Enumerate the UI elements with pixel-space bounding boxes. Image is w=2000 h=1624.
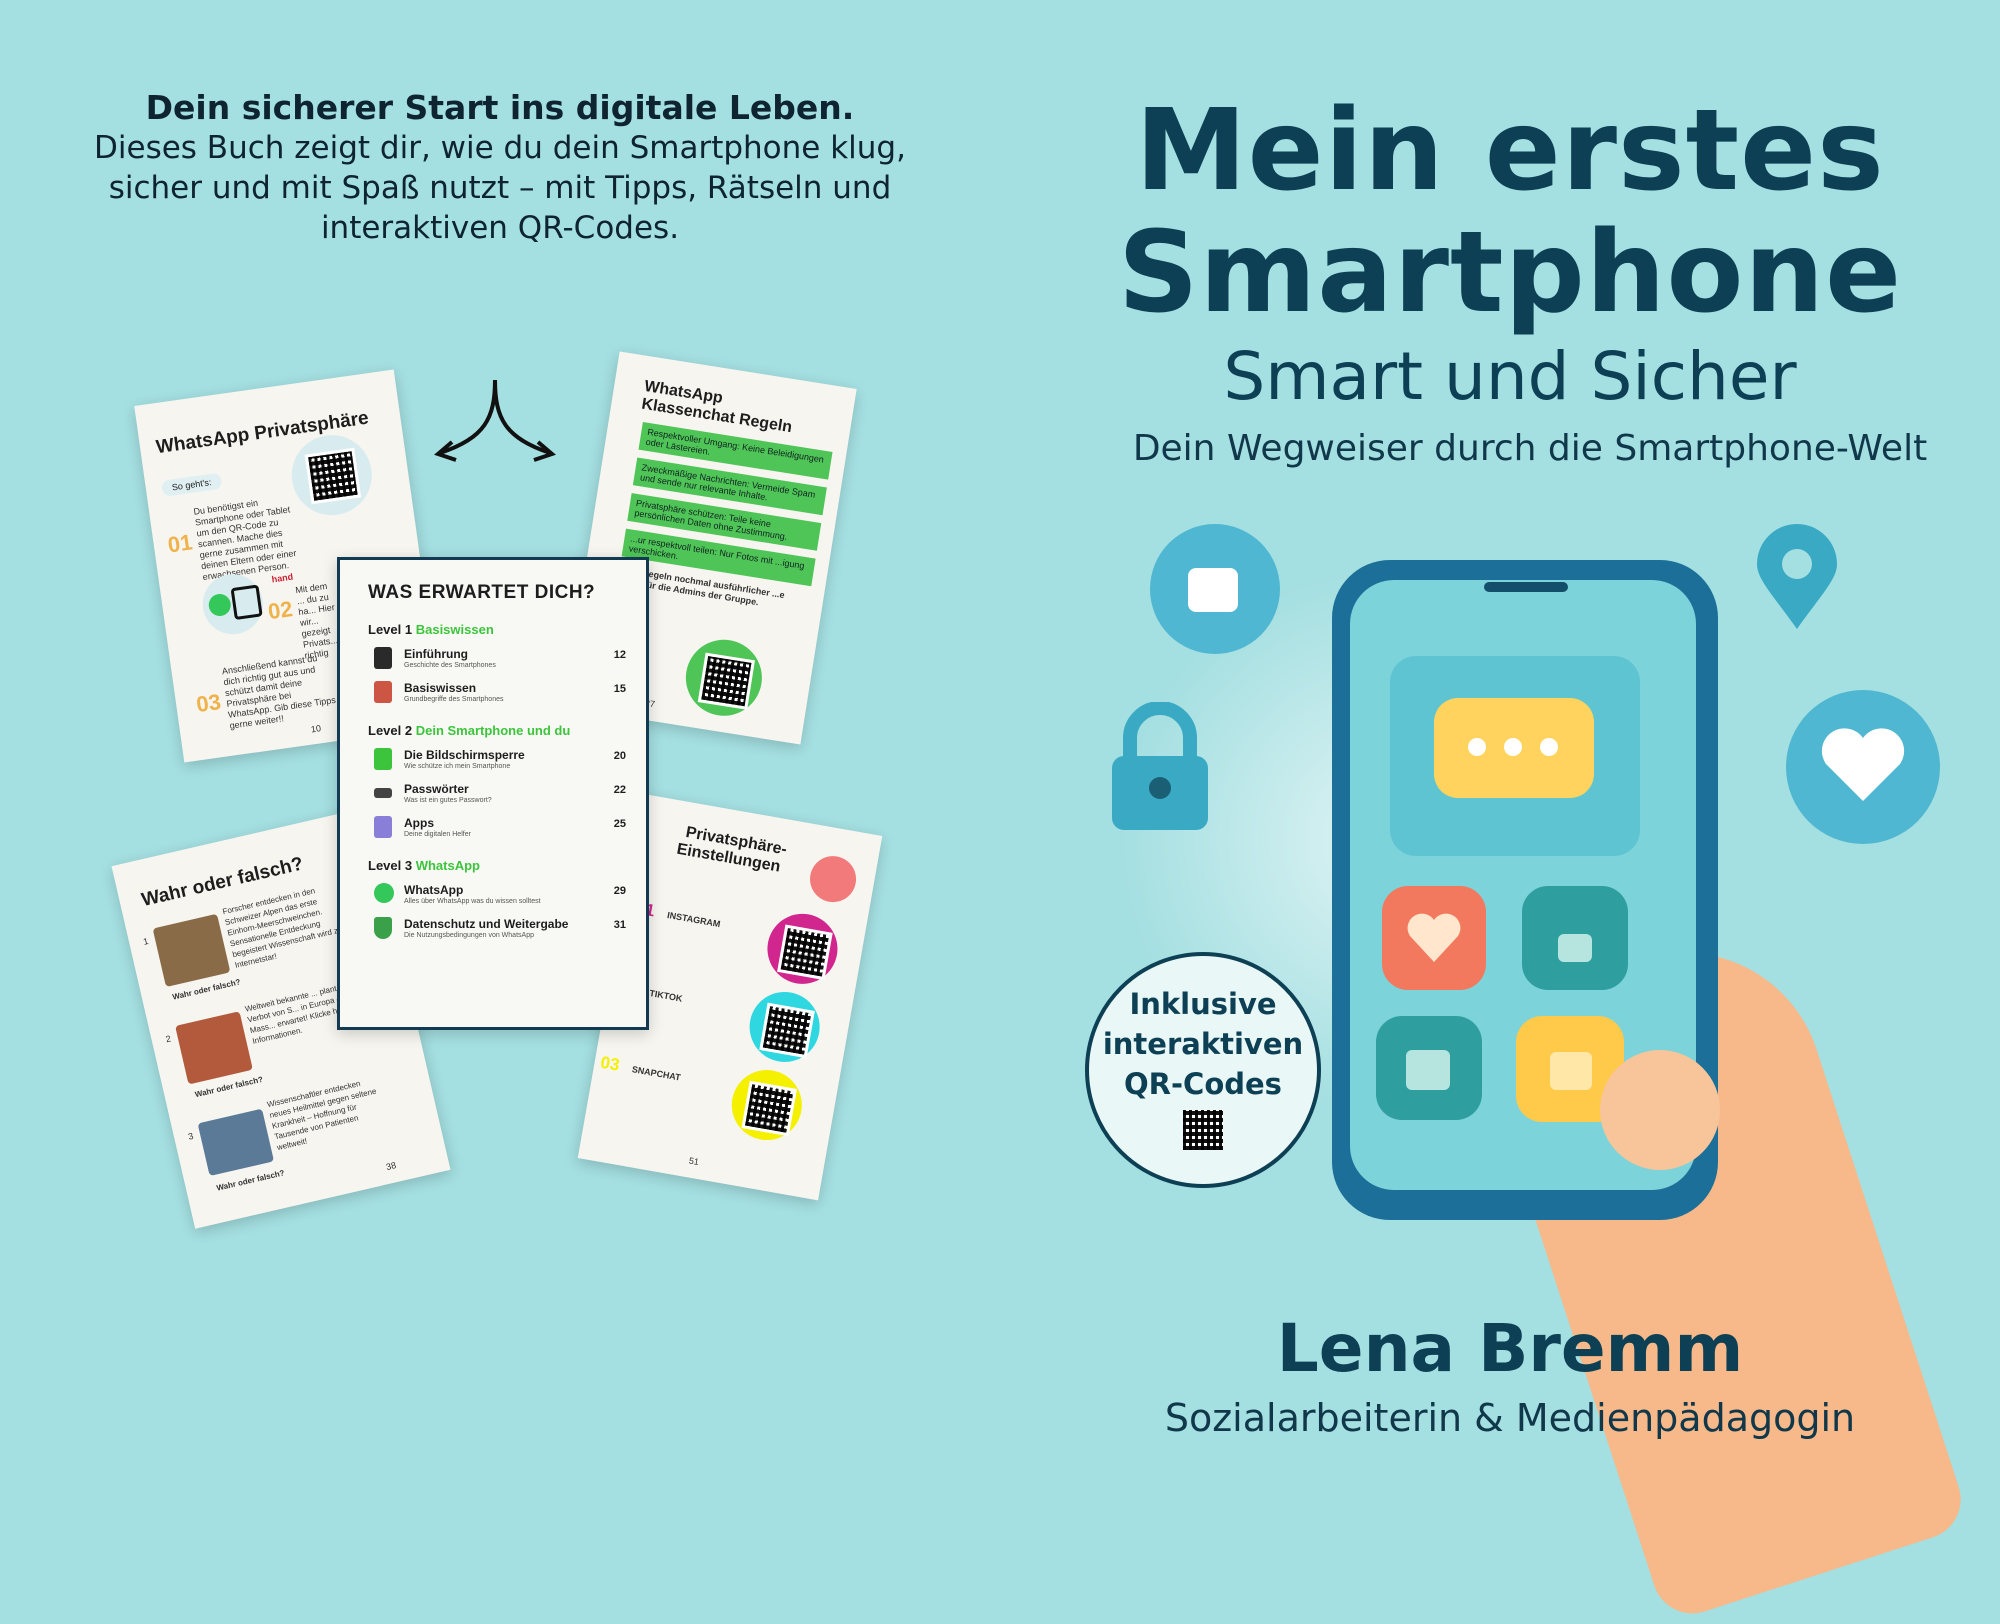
qr-code-icon xyxy=(777,924,833,981)
author-name: Lena Bremm xyxy=(1276,1310,1744,1387)
location-pin-icon xyxy=(1757,524,1837,629)
page-title: WhatsApp Privatsphäre xyxy=(154,407,370,459)
page-number: 10 xyxy=(310,723,322,735)
password-icon xyxy=(374,788,392,798)
author-role: Sozialarbeiterin & Medienpädagogin xyxy=(1164,1396,1856,1440)
step-label: hand xyxy=(271,571,294,585)
qr-code-badge: Inklusive interaktiven QR-Codes xyxy=(1085,952,1321,1188)
toc-entry: Datenschutz und Weitergabe Die Nutzungsbe… xyxy=(368,915,646,949)
qr-circle xyxy=(744,986,826,1068)
step-number: 02 xyxy=(266,596,295,625)
page-number: 51 xyxy=(688,1155,700,1168)
toc-entry: WhatsApp Alles über WhatsApp was du wisse… xyxy=(368,881,646,915)
qr-code-icon xyxy=(759,1002,815,1059)
smartphone-icon xyxy=(374,681,392,703)
split-arrow-icon xyxy=(434,379,556,462)
book-subtitle: Smart und Sicher xyxy=(1223,338,1797,415)
toc-entry: Basiswissen Grundbegriffe des Smartphones… xyxy=(368,679,646,713)
guinea-pig-image xyxy=(152,913,231,988)
qr-code-icon xyxy=(697,652,755,710)
whatsapp-icon xyxy=(374,883,394,903)
step-text: Du benötigst ein Smartphone oder Tablet … xyxy=(192,497,298,583)
toc-title: WAS ERWARTET DICH? xyxy=(368,582,596,603)
qr-circle xyxy=(761,908,844,990)
toc-entry: Einführung Geschichte des Smartphones 12 xyxy=(368,645,646,679)
lock-screen-icon xyxy=(374,748,392,770)
row-label: INSTAGRAM xyxy=(666,909,722,930)
row-number: 03 xyxy=(599,1052,622,1075)
quiz-number: 1 xyxy=(142,936,150,947)
scientist-image xyxy=(197,1108,275,1177)
lock-app-tile xyxy=(1522,886,1628,990)
thumbs-up-icon xyxy=(1150,524,1280,654)
thumb xyxy=(1600,1050,1720,1170)
step-number: 01 xyxy=(166,529,194,558)
toc-level: Level 1 Basiswissen xyxy=(368,622,494,637)
old-phone-icon xyxy=(374,647,392,669)
toc-entry: Die Bildschirmsperre Wie schütze ich mein… xyxy=(368,746,646,780)
quiz-text: Forscher entdecken in den Schweizer Alpe… xyxy=(221,886,350,970)
blurb-lead: Dein sicherer Start ins digitale Leben. xyxy=(145,88,855,127)
page-table-of-contents: WAS ERWARTET DICH? Level 1 Basiswissen E… xyxy=(337,557,649,1030)
toc-entry: Passwörter Was ist ein gutes Passwort? 22 xyxy=(368,780,646,814)
qr-code-icon xyxy=(304,447,362,505)
chat-app-tile xyxy=(1390,656,1640,856)
apps-icon xyxy=(374,816,392,838)
chat-bubble-icon xyxy=(1434,698,1594,798)
banned-image xyxy=(175,1011,253,1085)
book-title: Mein erstes Smartphone xyxy=(1117,86,1903,338)
shield-icon xyxy=(374,917,392,939)
step-text: Anschließend kannst du dich richtig gut … xyxy=(221,653,337,731)
padlock-icon xyxy=(1112,702,1208,830)
phone-notch xyxy=(1484,582,1568,592)
page-number: 38 xyxy=(385,1160,398,1173)
quiz-number: 3 xyxy=(187,1130,195,1142)
qr-code-icon xyxy=(1183,1110,1223,1150)
step-number: 03 xyxy=(194,688,223,718)
blurb-text: Dieses Buch zeigt dir, wie du dein Smart… xyxy=(94,130,906,246)
back-cover-blurb: Dein sicherer Start ins digitale Leben. … xyxy=(60,88,940,248)
row-label: SNAPCHAT xyxy=(631,1064,682,1083)
book-tagline: Dein Wegweiser durch die Smartphone-Welt xyxy=(1132,428,1928,469)
heart-icon xyxy=(1786,690,1940,844)
check-app-tile xyxy=(1376,1016,1482,1120)
row-label: TIKTOK xyxy=(648,988,684,1004)
pill: So geht's: xyxy=(160,472,223,497)
qr-code-icon xyxy=(741,1080,798,1137)
toc-level: Level 3 WhatsApp xyxy=(368,858,480,873)
heart-app-tile xyxy=(1382,886,1486,990)
toc-entry: Apps Deine digitalen Helfer 25 xyxy=(368,814,646,848)
qr-circle xyxy=(680,634,768,722)
qr-circle xyxy=(726,1064,808,1146)
quiz-text: Wissenschaftler entdecken neues Heilmitt… xyxy=(266,1078,378,1153)
toc-level: Level 2 Dein Smartphone und du xyxy=(368,723,571,738)
quiz-number: 2 xyxy=(164,1033,172,1045)
